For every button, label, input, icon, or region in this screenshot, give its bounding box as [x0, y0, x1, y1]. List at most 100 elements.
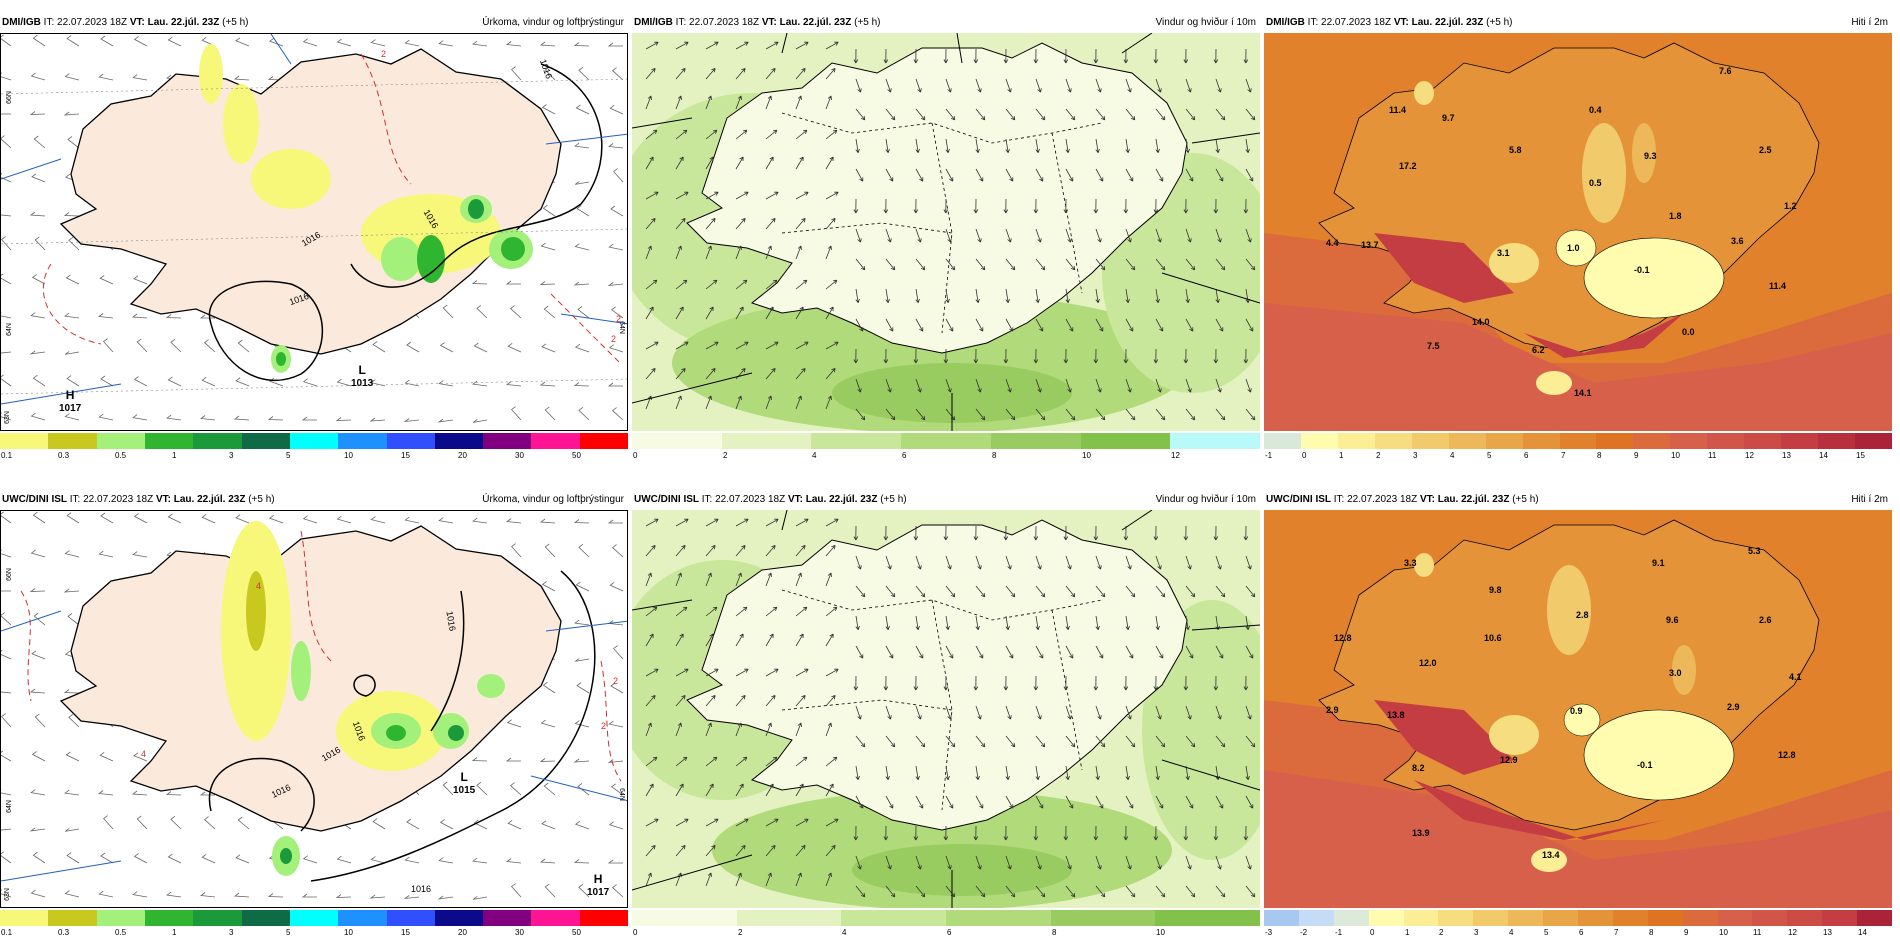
- wind-barb: [31, 173, 46, 183]
- wind-arrow: [1003, 348, 1009, 364]
- wind-barb: [64, 312, 80, 319]
- wind-arrow: [1185, 228, 1192, 243]
- wind-arrow: [915, 645, 924, 659]
- wind-barb: [64, 890, 80, 898]
- station-value: 2.6: [1759, 615, 1772, 625]
- wind-arrow: [735, 191, 749, 200]
- wind-arrow: [735, 68, 746, 80]
- wind-barb: [133, 275, 148, 285]
- colorbar-tick: 8: [1597, 451, 1602, 460]
- wind-arrow: [765, 218, 776, 230]
- wind-arrow: [1215, 855, 1222, 870]
- wind-arrow: [1183, 348, 1189, 364]
- wind-arrow: [1065, 615, 1070, 631]
- colorbar-tick: -1: [1335, 928, 1343, 937]
- wind-arrow: [1005, 408, 1016, 421]
- wind-arrow: [855, 795, 864, 809]
- wind-barb: [64, 789, 80, 796]
- wind-arrow: [765, 341, 779, 350]
- colorbar-swatch: [1612, 910, 1648, 926]
- wind-arrow: [1215, 258, 1226, 271]
- wind-arrow: [765, 129, 778, 140]
- wind-arrow: [1215, 78, 1222, 93]
- wind-arrow: [1243, 675, 1249, 691]
- wind-arrow: [1003, 525, 1009, 541]
- wind-arrow: [1065, 408, 1076, 421]
- wind-arrow: [1185, 378, 1192, 393]
- wind-barb: [574, 343, 590, 353]
- wind-arrow: [1005, 168, 1014, 182]
- wind-barb: [539, 758, 556, 762]
- wind-barb: [573, 758, 590, 763]
- wind-barb: [574, 720, 590, 728]
- wind-barb: [100, 35, 114, 47]
- wind-barb: [99, 751, 114, 762]
- wind-arrow: [1213, 825, 1219, 841]
- colorbar-tick: 6: [1579, 928, 1584, 937]
- wind-barb: [1, 350, 12, 354]
- colorbar-tick: 0.3: [58, 928, 70, 937]
- wind-arrow: [705, 279, 718, 290]
- wind-barb: [574, 820, 590, 830]
- colorbar-tick: 7: [1614, 928, 1619, 937]
- wind-arrow: [1005, 645, 1014, 659]
- wind-barb: [573, 859, 590, 864]
- wind-arrow: [645, 845, 656, 857]
- wind-arrow: [675, 668, 689, 677]
- wind-arrow: [1093, 198, 1099, 214]
- wind-arrow: [1245, 555, 1252, 570]
- wind-barb: [34, 713, 46, 728]
- wind-arrow: [855, 885, 866, 898]
- low-symbol: L: [460, 770, 468, 784]
- colorbar-tick: 0: [633, 928, 638, 937]
- wind-arrow: [1005, 885, 1016, 898]
- wind-arrow: [945, 168, 954, 182]
- colorbar-swatch: [1543, 910, 1579, 926]
- panel-bottom-precip: UWC/DINI ISL IT: 22.07.2023 18Z VT: Lau.…: [0, 477, 629, 937]
- wind-arrow: [915, 168, 924, 182]
- wind-arrow: [883, 675, 889, 691]
- colorbar-tick: 1: [1339, 451, 1344, 460]
- wind-barb: [578, 406, 590, 421]
- wind-arrow: [795, 545, 806, 557]
- wind-arrow: [1123, 198, 1129, 214]
- wind-barb: [201, 376, 216, 387]
- wind-arrow: [975, 288, 980, 304]
- wind-arrow: [825, 395, 832, 410]
- wind-arrow: [855, 258, 866, 271]
- wind-arrow: [1245, 108, 1256, 121]
- wind-arrow: [735, 783, 744, 797]
- wind-barb: [167, 853, 182, 864]
- wind-arrow: [1095, 585, 1106, 598]
- wind-barb: [607, 42, 623, 47]
- wind-arrow: [855, 138, 860, 154]
- low-pressure-label: L 1013: [351, 364, 373, 390]
- wind-arrow: [645, 129, 658, 140]
- wind-arrow: [1185, 705, 1192, 720]
- wind-arrow: [765, 518, 779, 527]
- wind-barb: [611, 884, 624, 898]
- wind-arrow: [795, 129, 808, 140]
- wind-barb: [165, 314, 182, 319]
- wind-arrow: [855, 735, 866, 748]
- wind-arrow: [825, 722, 832, 737]
- colorbar-swatch: [841, 910, 947, 926]
- wind-arrow: [1125, 108, 1136, 121]
- wind-arrow: [765, 306, 774, 320]
- wind-arrow: [1183, 825, 1189, 841]
- wind-arrow: [975, 705, 982, 720]
- init-time: IT: 22.07.2023 18Z: [43, 17, 128, 28]
- wind-barb: [98, 313, 114, 319]
- wind-barb: [607, 382, 623, 387]
- wind-arrow: [853, 825, 859, 841]
- wind-arrow: [705, 783, 714, 797]
- wind-barb: [1, 549, 12, 558]
- wind-barb: [336, 378, 352, 387]
- colorbar-ticks: 0 2 4 6 8 10 12: [632, 451, 1260, 463]
- colorbar-tick: 6: [1524, 451, 1529, 460]
- wind-arrow: [645, 279, 658, 290]
- wind-arrow: [1065, 645, 1074, 659]
- wind-arrow: [883, 198, 889, 214]
- wind-arrow: [1005, 378, 1012, 393]
- colorbar-swatch: [1633, 433, 1671, 449]
